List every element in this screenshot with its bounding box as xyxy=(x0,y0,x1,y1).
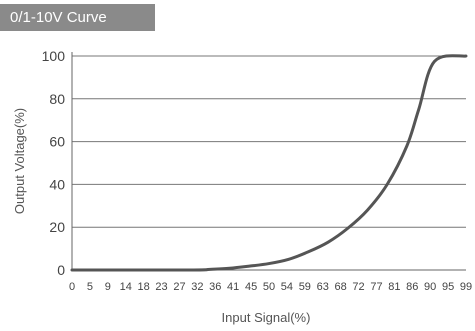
y-tick-label: 80 xyxy=(49,91,65,107)
y-tick-label: 60 xyxy=(49,134,65,150)
y-tick-label: 40 xyxy=(49,176,65,192)
y-tick-label: 100 xyxy=(42,48,66,64)
x-tick-label: 68 xyxy=(335,281,347,293)
y-tick-labels: 0 20 40 60 80 100 xyxy=(42,48,66,278)
x-tick-label: 41 xyxy=(227,281,239,293)
x-tick-label: 5 xyxy=(87,281,93,293)
x-tick-label: 81 xyxy=(388,281,400,293)
x-tick-label: 14 xyxy=(120,281,132,293)
x-tick-label: 86 xyxy=(406,281,418,293)
x-tick-label: 90 xyxy=(424,281,436,293)
x-tick-label: 27 xyxy=(173,281,185,293)
x-tick-label: 23 xyxy=(155,281,167,293)
x-tick-label: 54 xyxy=(281,281,293,293)
x-tick-label: 95 xyxy=(442,281,454,293)
x-tick-label: 0 xyxy=(69,281,75,293)
grid-lines xyxy=(72,55,466,228)
y-tick-label: 20 xyxy=(49,219,65,235)
x-tick-label: 36 xyxy=(209,281,221,293)
x-tick-label: 50 xyxy=(263,281,275,293)
x-axis-label: Input Signal(%) xyxy=(222,310,311,325)
chart-title: 0/1-10V Curve xyxy=(0,4,155,31)
x-tick-label: 18 xyxy=(138,281,150,293)
x-tick-label: 77 xyxy=(370,281,382,293)
x-tick-label: 99 xyxy=(460,281,472,293)
x-tick-labels: 0 5 9 14 18 23 27 32 36 41 45 50 54 59 63 68 72 77 81 86 90 9… xyxy=(69,281,472,293)
x-tick-label: 9 xyxy=(105,281,111,293)
x-tick-label: 63 xyxy=(317,281,329,293)
y-tick-label: 0 xyxy=(57,262,65,278)
x-tick-label: 32 xyxy=(191,281,203,293)
series-line xyxy=(70,54,468,272)
x-tick-label: 72 xyxy=(352,281,364,293)
x-tick-label: 45 xyxy=(245,281,257,293)
x-tick-label: 59 xyxy=(299,281,311,293)
y-axis-label: Output Voltage(%) xyxy=(12,108,27,214)
